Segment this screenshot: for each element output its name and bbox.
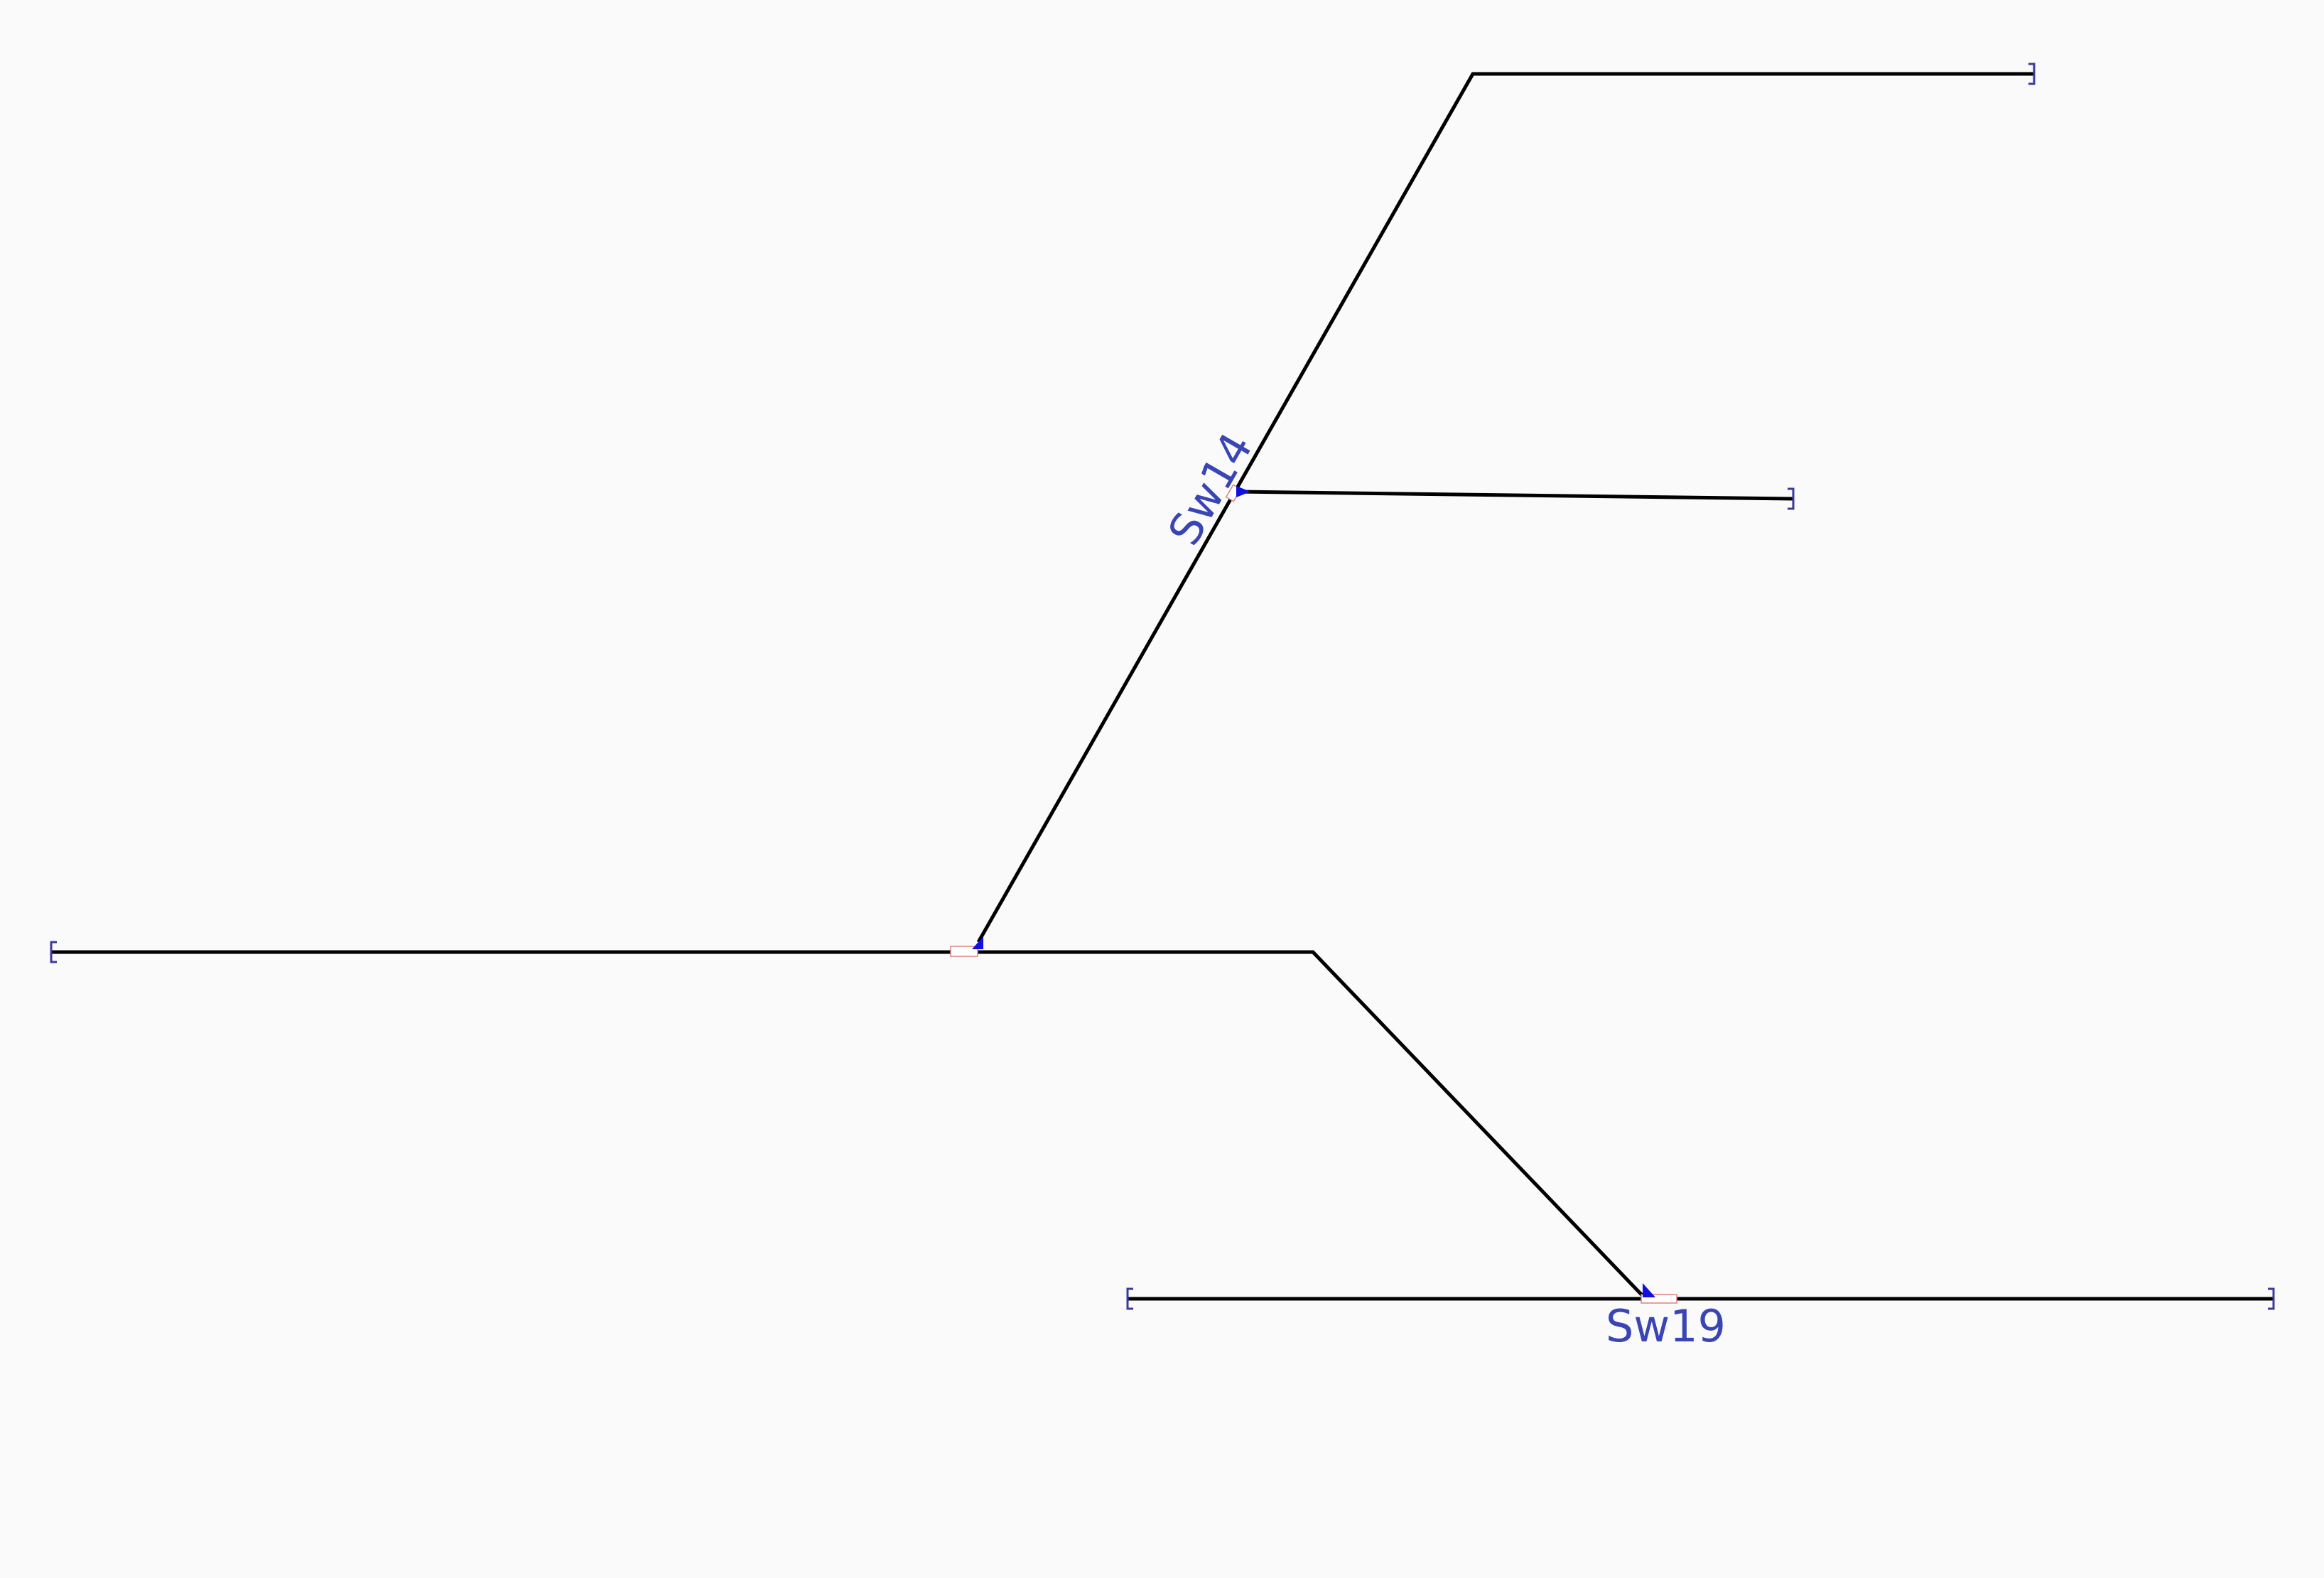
switch-main-gap [950,946,978,957]
switch-sw14[interactable]: Sw14 [1158,424,1263,554]
switch-main-pointer-icon [972,936,983,949]
buffer-stop-top-right [2028,63,2036,85]
switch-sw19-pointer-icon [1643,1283,1655,1297]
switch-main[interactable] [950,936,983,957]
switch-sw19-label: Sw19 [1606,1300,1726,1352]
buffer-stop-left-main [50,941,57,963]
buffer-stop-middle-right [1788,487,1795,510]
track-middle-siding[interactable] [1237,490,1794,501]
buffer-stop-bottom-left [1126,1287,1133,1310]
switch-sw14-label: Sw14 [1158,424,1263,554]
buffer-stop-bottom-right [2268,1287,2275,1310]
track-main-line[interactable] [51,950,1647,1300]
switch-sw14-pointer-icon [1236,486,1250,497]
switch-sw19[interactable]: Sw19 [1606,1283,1726,1352]
track-upper-branch[interactable] [976,72,2034,944]
